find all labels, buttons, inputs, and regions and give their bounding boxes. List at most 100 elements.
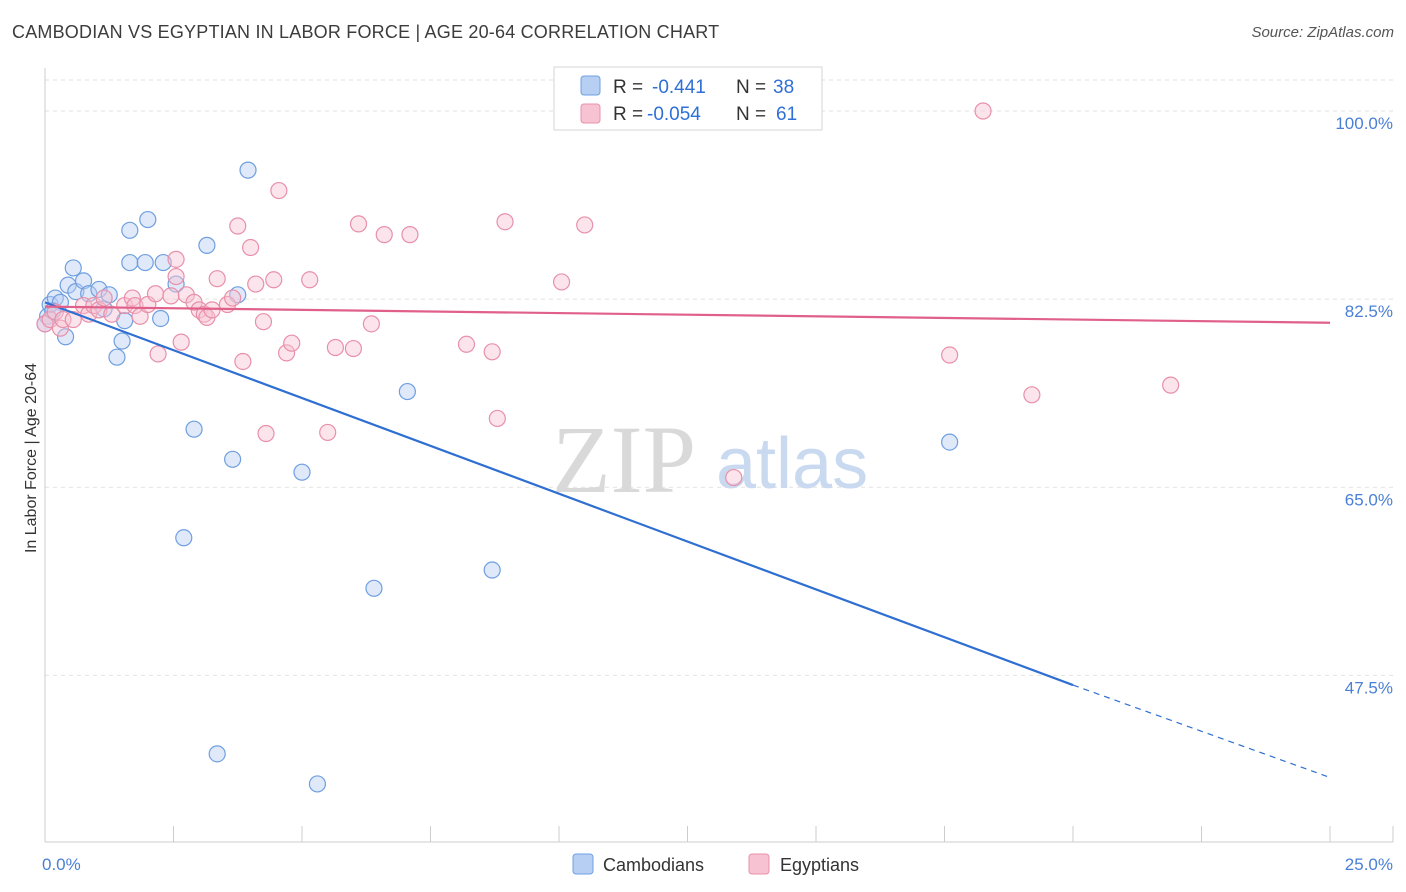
legend-n-value-1: 38 <box>773 77 794 98</box>
egyptian-point-52 <box>488 409 506 428</box>
y-tick-label-0: 100.0% <box>1335 114 1393 133</box>
cambodian-point-35 <box>941 433 959 451</box>
legend-r-value-2: -0.054 <box>647 104 701 125</box>
cambodian-point-26 <box>208 745 226 763</box>
egyptian-point-58 <box>974 102 992 120</box>
egyptian-point-42 <box>301 271 319 289</box>
egyptian-point-40 <box>277 344 296 362</box>
cambodian-point-13 <box>108 348 126 366</box>
egyptian-point-14 <box>126 296 144 315</box>
cambodian-point-19 <box>139 210 157 229</box>
cambodian-point-25 <box>198 236 216 254</box>
egyptian-point-57 <box>941 346 959 364</box>
legend-n-label-1: N = <box>736 77 766 98</box>
egyptian-point-43 <box>319 423 337 442</box>
bottom-legend-cambodians: Cambodians <box>603 855 704 875</box>
y-tick-label-2: 65.0% <box>1345 490 1393 509</box>
cambodian-point-12 <box>100 286 118 304</box>
egyptian-point-21 <box>167 250 185 268</box>
legend-n-label-2: N = <box>736 104 766 125</box>
egyptian-point-53 <box>496 213 514 231</box>
egyptian-point-19 <box>162 287 180 305</box>
egyptian-point-32 <box>229 217 247 235</box>
egyptian-point-60 <box>1162 376 1180 394</box>
bottom-legend: Cambodians Egyptians <box>572 853 859 875</box>
egyptian-point-47 <box>362 315 380 333</box>
egyptian-point-50 <box>457 335 476 353</box>
axes <box>44 68 1394 843</box>
chart-source: Source: ZipAtlas.com <box>1251 24 1394 41</box>
egyptian-point-20 <box>167 267 185 286</box>
egyptian-trend-line <box>44 305 1331 324</box>
legend-r-label-1: R = <box>613 77 643 98</box>
chart-title: CAMBODIAN VS EGYPTIAN IN LABOR FORCE | A… <box>12 22 720 42</box>
egyptian-point-51 <box>483 343 501 361</box>
egyptian-point-55 <box>576 216 594 234</box>
legend-swatch-cambodians <box>580 75 601 96</box>
cambodian-point-14 <box>113 332 131 350</box>
egyptian-point-33 <box>234 352 252 371</box>
legend-box: R = -0.441 N = 38 R = -0.054 N = 61 <box>553 66 823 131</box>
data-points <box>36 102 1180 793</box>
egyptian-point-49 <box>401 226 419 244</box>
egyptian-point-11 <box>103 305 121 323</box>
bottom-legend-egyptians: Egyptians <box>780 855 859 875</box>
watermark-zip: ZIP <box>552 406 696 513</box>
cambodian-point-31 <box>308 775 327 793</box>
egyptian-point-39 <box>270 181 288 200</box>
egyptian-point-18 <box>149 345 167 363</box>
cambodian-point-16 <box>121 221 139 239</box>
egyptian-point-29 <box>208 270 226 288</box>
egyptian-point-56 <box>725 468 743 487</box>
egyptian-point-41 <box>283 334 301 352</box>
trend-lines <box>44 301 1331 779</box>
y-tick-label-1: 82.5% <box>1345 302 1393 321</box>
cambodian-point-27 <box>224 450 242 468</box>
cambodian-point-33 <box>398 382 416 401</box>
egyptian-point-54 <box>552 273 571 291</box>
x-tick-labels: 0.0% 25.0% <box>42 855 1393 874</box>
egyptian-point-22 <box>172 333 190 351</box>
y-tick-label-3: 47.5% <box>1345 678 1393 697</box>
bottom-legend-swatch-egyptians <box>748 853 770 875</box>
cambodian-point-23 <box>175 529 193 547</box>
cambodian-point-21 <box>154 253 172 272</box>
x-tick-label-0: 0.0% <box>42 855 81 874</box>
y-axis-label: In Labor Force | Age 20-64 <box>23 363 40 553</box>
egyptian-point-36 <box>254 313 273 331</box>
watermark: ZIP atlas <box>552 406 868 513</box>
cambodian-point-30 <box>293 463 311 481</box>
cambodian-point-29 <box>239 161 257 179</box>
cambodian-point-10 <box>90 280 108 299</box>
cambodian-point-17 <box>121 253 139 272</box>
egyptian-point-38 <box>265 271 283 289</box>
cambodian-point-20 <box>152 309 170 328</box>
cambodian-point-24 <box>185 420 203 438</box>
egyptian-point-48 <box>375 226 393 244</box>
legend-swatch-egyptians <box>580 103 601 124</box>
cambodian-trend-extension <box>1072 684 1331 779</box>
cambodian-trend-line <box>44 301 1074 687</box>
cambodian-point-4 <box>56 328 75 346</box>
cambodian-point-8 <box>74 272 93 290</box>
legend-n-value-2: 61 <box>776 104 797 125</box>
cambodian-point-6 <box>64 259 82 277</box>
egyptian-point-46 <box>349 215 368 233</box>
egyptian-point-17 <box>146 285 165 303</box>
egyptian-point-59 <box>1023 386 1041 404</box>
egyptian-point-45 <box>344 339 362 358</box>
egyptian-point-34 <box>242 238 260 257</box>
y-tick-labels: 100.0% 82.5% 65.0% 47.5% <box>1335 114 1393 697</box>
egyptian-point-31 <box>224 289 242 307</box>
egyptian-point-5 <box>64 310 82 329</box>
egyptian-point-44 <box>326 338 345 357</box>
legend-r-label-2: R = <box>613 104 643 125</box>
cambodian-point-32 <box>365 579 383 597</box>
legend-r-value-1: -0.441 <box>652 77 706 98</box>
egyptian-point-35 <box>247 275 265 293</box>
bottom-legend-swatch-cambodians <box>572 853 594 875</box>
watermark-atlas: atlas <box>716 424 868 504</box>
egyptian-point-37 <box>257 424 275 443</box>
x-tick-label-1: 25.0% <box>1345 855 1393 874</box>
cambodian-point-34 <box>483 561 501 579</box>
